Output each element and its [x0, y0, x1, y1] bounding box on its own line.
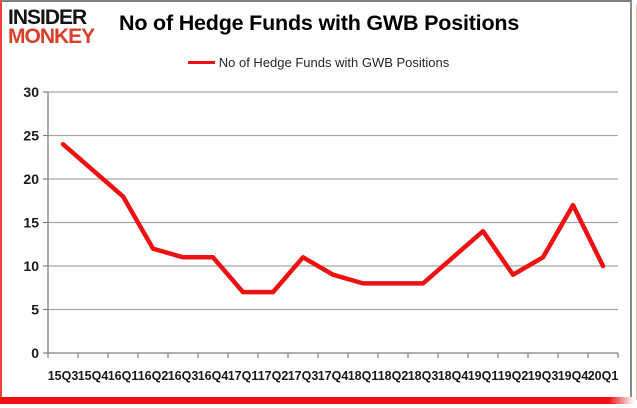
- y-axis-label: 30: [23, 84, 39, 100]
- logo-text-monkey: MONKEY: [8, 25, 95, 49]
- data-series-line: [60, 141, 606, 295]
- x-axis-label: 15Q4: [78, 369, 109, 383]
- x-axis-label: 17Q4: [318, 369, 349, 383]
- y-axis-label: 10: [23, 258, 39, 274]
- x-axis-label: 18Q3: [408, 369, 439, 383]
- logo-text-insider: INSIDER: [8, 6, 87, 29]
- chart-title: No of Hedge Funds with GWB Positions: [119, 11, 520, 35]
- x-axis-label: 16Q2: [138, 369, 169, 383]
- x-axis-label: 18Q4: [438, 369, 469, 383]
- y-axis-label: 20: [23, 171, 39, 187]
- y-axis-label: 25: [23, 128, 39, 144]
- chart-frame: [0, 0, 632, 397]
- x-axis-label: 17Q1: [228, 369, 259, 383]
- x-axis-label: 19Q4: [558, 369, 589, 383]
- x-axis-label: 19Q3: [528, 369, 559, 383]
- insider-monkey-logo: INSIDER MONKEY: [8, 6, 95, 49]
- x-axis-label: 20Q1: [588, 369, 619, 383]
- x-axis-label: 16Q4: [198, 369, 229, 383]
- x-axis-label: 19Q2: [498, 369, 529, 383]
- x-axis-label: 16Q3: [168, 369, 199, 383]
- legend-label: No of Hedge Funds with GWB Positions: [218, 55, 450, 70]
- legend-line-swatch: [187, 61, 215, 64]
- bottom-red-bar: [0, 397, 634, 404]
- x-axis-label: 17Q3: [288, 369, 319, 383]
- y-axis-label: 15: [23, 215, 39, 231]
- y-axis-label: 5: [31, 302, 39, 318]
- y-axis-label: 0: [31, 345, 39, 361]
- x-axis-label: 18Q1: [348, 369, 379, 383]
- x-axis-label: 15Q3: [48, 369, 79, 383]
- x-axis-label: 19Q1: [468, 369, 499, 383]
- x-axis-label: 18Q2: [378, 369, 409, 383]
- x-axis-label: 17Q2: [258, 369, 289, 383]
- x-axis-label: 16Q1: [108, 369, 139, 383]
- legend: No of Hedge Funds with GWB Positions: [0, 55, 637, 70]
